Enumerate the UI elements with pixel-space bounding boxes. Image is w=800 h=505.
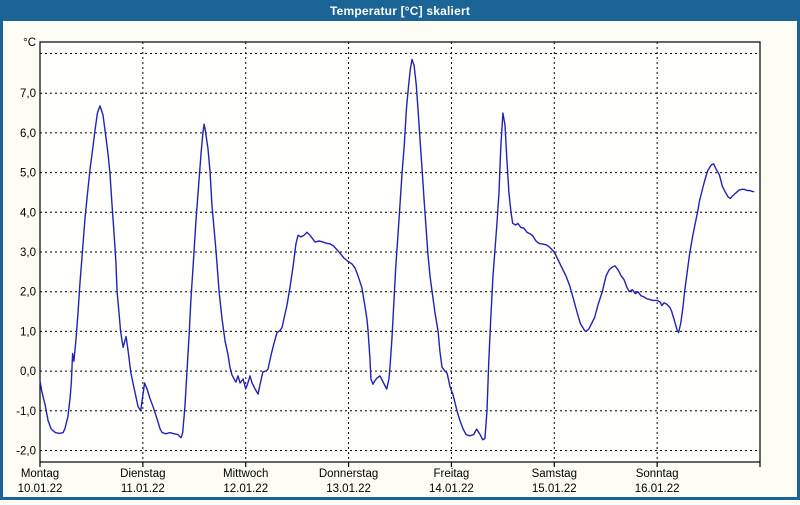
day-date-label: 12.01.22 <box>223 483 268 495</box>
y-tick-label: 6,0 <box>20 128 36 140</box>
day-date-label: 11.01.22 <box>121 483 165 495</box>
window-title: Temperatur [°C] skaliert <box>329 3 471 18</box>
day-name-label: Dienstag <box>120 468 165 480</box>
day-name-label: Montag <box>21 468 59 480</box>
x-axis-ticks <box>39 462 761 467</box>
chart-area: °C 7,0 6,0 5,0 4,0 3,0 2,0 1,0 0,0 -1,0 -2,0 Montag… <box>0 21 800 500</box>
y-tick-label: 4,0 <box>20 207 36 219</box>
day-name-label: Mittwoch <box>223 468 268 480</box>
day-date-label: 15.01.22 <box>532 483 577 495</box>
y-tick-label: 3,0 <box>20 247 36 259</box>
day-date-label: 16.01.22 <box>635 483 680 495</box>
day-date-label: 14.01.22 <box>429 483 474 495</box>
day-name-label: Freitag <box>434 468 470 480</box>
y-tick-label: 7,0 <box>20 88 36 100</box>
y-tick-label: 2,0 <box>20 287 36 299</box>
x-axis-day-labels: Montag 10.01.22 Dienstag 11.01.22 Mittwoch 12… <box>18 468 680 495</box>
gridlines <box>40 42 760 462</box>
series-line-temperature <box>39 58 755 441</box>
y-tick-label: 5,0 <box>20 168 36 180</box>
y-tick-label: -2,0 <box>16 445 36 457</box>
window-frame <box>0 21 800 500</box>
day-date-label: 10.01.22 <box>18 483 63 495</box>
window-titlebar: Temperatur [°C] skaliert <box>0 0 800 21</box>
y-axis-tick-labels: 7,0 6,0 5,0 4,0 3,0 2,0 1,0 0,0 -1,0 -2,0 <box>16 88 36 457</box>
y-axis-unit-label: °C <box>23 37 36 49</box>
day-date-label: 13.01.22 <box>326 483 371 495</box>
y-tick-label: 0,0 <box>20 366 36 378</box>
temperature-line-chart: °C 7,0 6,0 5,0 4,0 3,0 2,0 1,0 0,0 -1,0 -2,0 Montag… <box>0 21 800 500</box>
day-name-label: Donnerstag <box>319 468 378 480</box>
y-tick-label: 1,0 <box>20 326 36 338</box>
plot-border <box>39 41 761 463</box>
day-name-label: Sonntag <box>636 468 679 480</box>
day-name-label: Samstag <box>532 468 577 480</box>
y-tick-label: -1,0 <box>16 406 36 418</box>
